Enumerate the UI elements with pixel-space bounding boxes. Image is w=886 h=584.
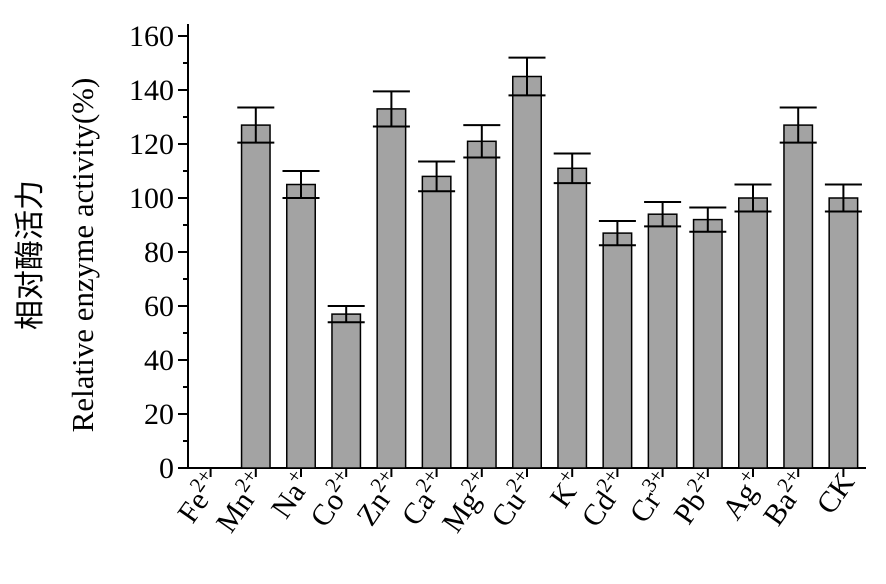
y-tick-label: 140 xyxy=(129,74,174,107)
y-tick-label: 100 xyxy=(129,182,174,215)
y-tick-label: 40 xyxy=(144,344,174,377)
bar xyxy=(466,140,497,469)
y-tick-label: 0 xyxy=(159,452,174,485)
bar xyxy=(602,232,633,469)
bar xyxy=(331,313,362,469)
y-tick-label: 160 xyxy=(129,20,174,53)
x-tick-label: Mg2+ xyxy=(432,464,500,538)
bar xyxy=(240,124,271,469)
bar xyxy=(421,175,452,469)
bar xyxy=(286,183,316,469)
bar xyxy=(692,218,723,469)
bar xyxy=(738,197,768,469)
x-tick-label: CK xyxy=(810,467,861,520)
x-tick-label: Pb2+ xyxy=(663,464,725,530)
y-tick-label: 80 xyxy=(144,236,174,269)
y-axis-title-chinese: 相对酶活力 xyxy=(13,180,48,330)
y-axis-title: Relative enzyme activity(%) xyxy=(65,78,100,433)
bar xyxy=(376,108,407,469)
bar xyxy=(512,75,542,469)
x-tick-label: Cu2+ xyxy=(481,464,545,533)
bar xyxy=(783,124,814,469)
y-tick-label: 60 xyxy=(144,290,174,323)
x-tick-label: Zn2+ xyxy=(346,464,409,531)
x-tick-label: Cr3+ xyxy=(619,464,680,529)
y-tick-label: 120 xyxy=(129,128,174,161)
y-axis-title-group: 相对酶活力 Relative enzyme activity(%) xyxy=(13,78,100,433)
bar xyxy=(828,197,859,469)
x-tick-label: Mn2+ xyxy=(206,464,274,538)
y-tick-label: 20 xyxy=(144,398,174,431)
bar xyxy=(647,213,678,469)
bar xyxy=(557,167,588,469)
